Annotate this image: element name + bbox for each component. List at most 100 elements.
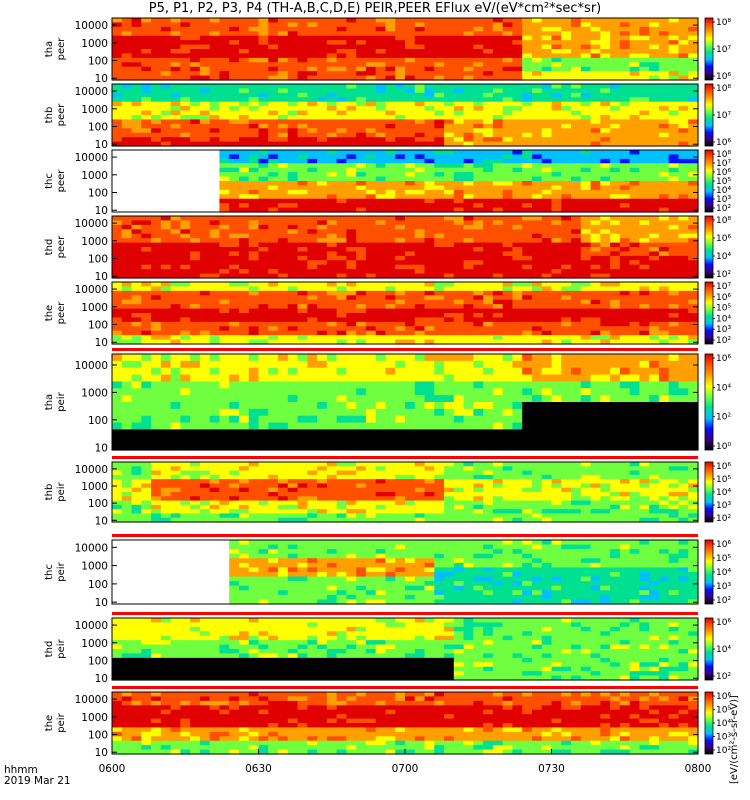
heat-cell <box>600 141 611 147</box>
heat-cell <box>424 158 435 164</box>
heat-cell <box>141 317 152 323</box>
heat-cell <box>414 198 426 204</box>
heat-cell <box>522 150 533 156</box>
heat-cell <box>160 35 172 41</box>
heat-cell <box>287 247 299 253</box>
heat-cell <box>346 203 357 209</box>
heat-cell <box>209 18 221 24</box>
heat-cell <box>571 110 582 116</box>
heat-cell <box>541 286 553 292</box>
heat-cell <box>580 26 592 32</box>
heat-cell <box>346 44 357 50</box>
heat-cell <box>209 273 221 279</box>
heat-cell <box>551 35 562 41</box>
heat-cell <box>600 216 611 222</box>
heat-cell <box>395 381 406 389</box>
heat-cell <box>375 354 387 362</box>
heat-cell <box>190 44 201 50</box>
heat-cell <box>219 137 230 143</box>
quality-flag-bar <box>112 348 698 351</box>
heat-cell <box>512 381 523 389</box>
heat-cell <box>199 141 211 147</box>
heat-cell <box>600 22 611 28</box>
heat-cell <box>287 367 299 376</box>
heat-cell <box>492 203 504 209</box>
heat-cell <box>336 172 347 178</box>
heat-cell <box>268 44 279 50</box>
heat-cell <box>336 158 347 164</box>
heat-cell <box>629 132 640 138</box>
heat-cell <box>356 92 367 98</box>
heat-cell <box>346 308 357 314</box>
heat-cell <box>365 374 377 383</box>
heat-cell <box>502 436 514 444</box>
heat-cell <box>287 75 299 81</box>
heat-cell <box>317 26 328 32</box>
heat-cell <box>190 251 201 257</box>
heat-cell <box>180 66 191 72</box>
heat-cell <box>278 242 289 248</box>
heat-cell <box>365 172 377 178</box>
heat-cell <box>522 402 533 410</box>
heat-cell <box>141 381 152 389</box>
heat-cell <box>453 62 465 68</box>
heat-cell <box>238 128 250 134</box>
heat-cell <box>541 242 553 248</box>
heat-cell <box>541 62 553 68</box>
heat-cell <box>229 299 240 305</box>
heat-cell <box>688 115 699 121</box>
heat-cell <box>395 181 406 187</box>
heat-cell <box>385 255 396 261</box>
heat-cell <box>229 97 240 103</box>
heat-cell <box>219 395 230 403</box>
heat-cell <box>658 374 670 383</box>
heat-cell <box>268 132 279 138</box>
heat-cell <box>492 137 504 143</box>
heat-cell <box>541 273 553 279</box>
heat-cell <box>561 207 572 213</box>
heat-cell <box>238 167 250 173</box>
heat-cell <box>639 224 650 230</box>
heat-cell <box>678 374 689 383</box>
heat-cell <box>112 84 123 90</box>
heat-cell <box>307 176 318 182</box>
heat-cell <box>551 18 562 24</box>
heat-cell <box>522 207 533 213</box>
heat-cell <box>190 101 201 107</box>
heat-cell <box>209 304 221 310</box>
heat-cell <box>336 31 347 37</box>
heat-cell <box>238 374 250 383</box>
heat-cell <box>678 154 689 160</box>
heat-cell <box>424 367 435 376</box>
heat-cell <box>483 313 494 319</box>
heat-cell <box>483 35 494 41</box>
heat-cell <box>356 163 367 169</box>
heat-cell <box>571 92 582 98</box>
heat-cell <box>258 367 269 376</box>
heat-cell <box>512 388 523 396</box>
heat-cell <box>434 335 445 341</box>
heat-cell <box>326 264 338 270</box>
heat-cell <box>170 229 181 235</box>
heat-cell <box>405 339 416 345</box>
heat-cell <box>551 321 562 327</box>
heat-cell <box>287 181 299 187</box>
heat-cell <box>375 313 387 319</box>
heat-cell <box>405 49 416 55</box>
heat-cell <box>258 189 269 195</box>
heat-cell <box>600 49 611 55</box>
heat-cell <box>112 106 123 112</box>
heat-cell <box>141 137 152 143</box>
heat-cell <box>278 224 289 230</box>
heat-cell <box>600 395 611 403</box>
heat-cell <box>395 269 406 275</box>
heat-cell <box>326 335 338 341</box>
heat-cell <box>600 92 611 98</box>
heat-cell <box>649 367 660 376</box>
heat-cell <box>170 35 181 41</box>
heat-cell <box>639 172 650 178</box>
heat-cell <box>278 388 289 396</box>
heat-cell <box>561 415 572 424</box>
heat-cell <box>336 233 347 239</box>
heat-cell <box>561 247 572 253</box>
